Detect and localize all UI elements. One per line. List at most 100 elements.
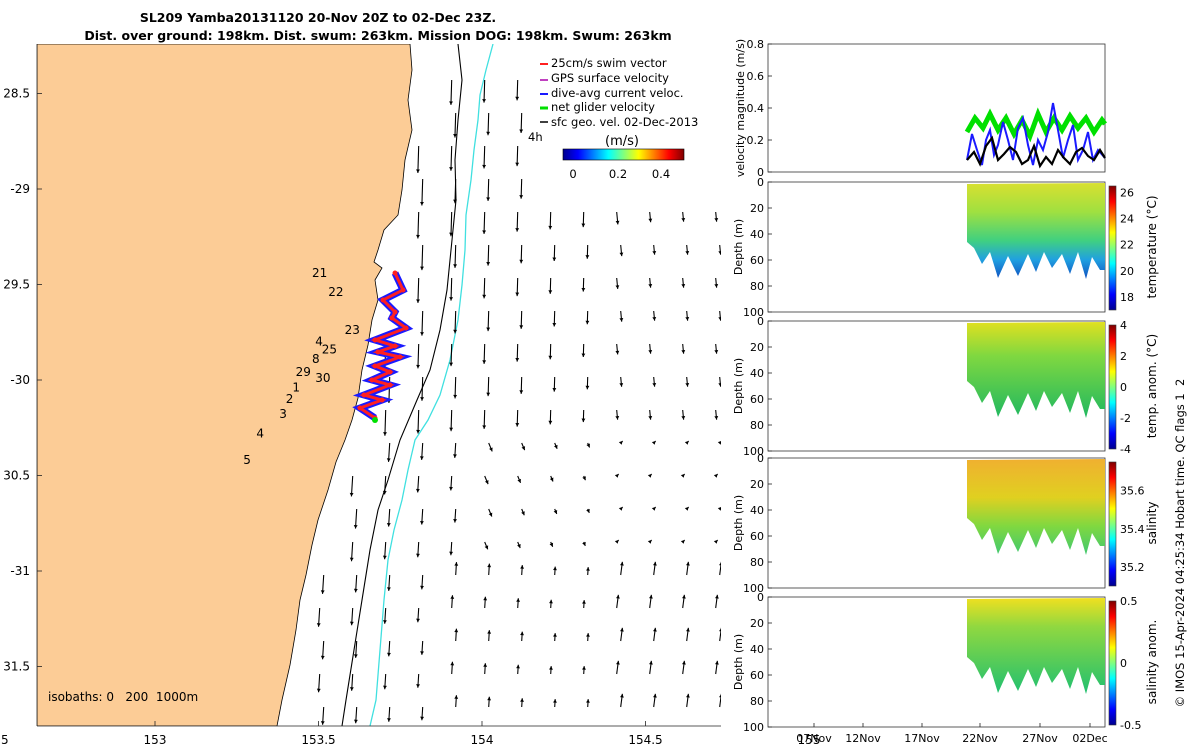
geo-arrow-head bbox=[581, 223, 586, 228]
geo-arrow-head bbox=[649, 660, 653, 665]
section-y-tick-label: 20 bbox=[750, 478, 764, 491]
section-y-tick-label: 100 bbox=[743, 306, 764, 319]
geo-arrow-head bbox=[680, 539, 685, 544]
geo-arrow-head bbox=[416, 429, 421, 434]
geo-arrow-head bbox=[717, 441, 721, 445]
geo-arrow-head bbox=[684, 440, 689, 445]
time-tick-label: 12Nov bbox=[845, 732, 881, 745]
map-y-tick-label: 28.5 bbox=[3, 87, 30, 101]
geo-arrow-head bbox=[484, 545, 489, 550]
track-point bbox=[372, 363, 378, 369]
geo-arrow-head bbox=[648, 349, 653, 354]
geo-arrow-head bbox=[449, 101, 453, 105]
geo-arrow-head bbox=[454, 628, 459, 633]
geo-arrow-head bbox=[620, 627, 624, 632]
geo-arrow-head bbox=[549, 542, 554, 547]
colorbar-label: salinity anom. bbox=[1145, 620, 1159, 705]
legend-entry-current: dive-avg current veloc. bbox=[551, 86, 684, 100]
geo-arrow-head bbox=[581, 353, 586, 358]
geo-arrow-head bbox=[619, 317, 624, 322]
geo-arrow bbox=[454, 310, 457, 334]
geo-arrow-head bbox=[615, 285, 620, 289]
map-x-tick-label: 154.5 bbox=[628, 733, 662, 747]
section-y-tick-label: 80 bbox=[750, 419, 764, 432]
velocity-y-tick-label: 0.2 bbox=[747, 134, 765, 147]
track-point bbox=[389, 315, 395, 321]
geo-arrow-head bbox=[620, 693, 624, 698]
day-label: 30 bbox=[315, 371, 330, 385]
glider-track bbox=[352, 270, 414, 423]
geo-arrow-head bbox=[649, 594, 653, 599]
geo-arrow-head bbox=[581, 418, 586, 423]
day-label: 4 bbox=[256, 426, 264, 440]
geo-arrow bbox=[417, 277, 420, 303]
day-label: 8 bbox=[312, 352, 320, 366]
track-point bbox=[375, 349, 381, 355]
section-field bbox=[967, 598, 1105, 694]
section-field bbox=[967, 183, 1105, 279]
geo-arrow-head bbox=[515, 292, 520, 297]
figure-title-line1: SL209 Yamba20131120 20-Nov 20Z to 02-Dec… bbox=[140, 10, 496, 25]
geo-arrow-head bbox=[420, 201, 424, 206]
map-x-tick-label: 155 bbox=[798, 733, 821, 747]
geo-arrow-head bbox=[320, 590, 325, 594]
time-axis: 07Nov 12Nov 17Nov 22Nov 27Nov 02Dec bbox=[796, 723, 1108, 745]
section-colorbar bbox=[1108, 600, 1117, 726]
geo-arrow bbox=[454, 178, 457, 204]
geo-arrow-head bbox=[548, 420, 553, 425]
track-point bbox=[361, 392, 367, 398]
geo-arrow-head bbox=[553, 509, 558, 514]
geo-arrow-head bbox=[684, 506, 689, 511]
geo-arrow-head bbox=[614, 473, 619, 478]
geo-arrow-head bbox=[647, 539, 652, 544]
section-y-tick-label: 20 bbox=[750, 341, 764, 354]
geo-arrow-head bbox=[353, 588, 358, 593]
geo-arrow-head bbox=[615, 350, 620, 355]
day-label: 4 bbox=[315, 335, 323, 349]
geo-arrow bbox=[487, 112, 490, 136]
geo-arrow-head bbox=[449, 232, 453, 237]
geo-arrow-head bbox=[616, 594, 620, 599]
geo-arrow-head bbox=[387, 587, 391, 591]
time-tick-label: 07Nov bbox=[796, 732, 832, 745]
colorbar-tick-label: 35.4 bbox=[1120, 523, 1145, 536]
geo-arrow-head bbox=[717, 507, 721, 511]
section-y-tick-label: 40 bbox=[750, 228, 764, 241]
geo-arrow-head bbox=[486, 131, 491, 136]
map-x-tick-label: 153 bbox=[144, 733, 167, 747]
geo-arrow-head bbox=[320, 655, 325, 660]
geo-arrow-head bbox=[353, 719, 358, 724]
section-panel: 0 20 40 60 80 100 Depth (m) 35.6 35.4 35.2 salinit… bbox=[732, 452, 1159, 595]
geo-arrow-head bbox=[453, 394, 458, 399]
geo-arrow-head bbox=[416, 684, 420, 688]
geo-arrow-head bbox=[614, 539, 619, 544]
geo-arrow-head bbox=[581, 287, 586, 292]
geo-arrow-head bbox=[548, 225, 553, 230]
geo-arrow-head bbox=[483, 596, 488, 601]
geo-arrow-head bbox=[682, 594, 686, 599]
geo-arrow-head bbox=[685, 382, 690, 387]
track-point bbox=[403, 325, 409, 331]
isobaths-label: isobaths: 0 200 1000m bbox=[48, 690, 198, 704]
section-y-tick-label: 60 bbox=[750, 669, 764, 682]
section-y-tick-label: 0 bbox=[757, 591, 764, 604]
geo-arrow-head bbox=[383, 620, 387, 624]
geo-arrow-head bbox=[681, 283, 686, 288]
geo-arrow-head bbox=[548, 290, 553, 294]
geo-arrow-head bbox=[719, 628, 721, 632]
geo-arrow-head bbox=[685, 316, 690, 321]
geo-arrow-head bbox=[486, 262, 491, 266]
geo-arrow-head bbox=[516, 664, 520, 669]
geo-arrow-head bbox=[586, 508, 590, 513]
geo-arrow-head bbox=[416, 234, 420, 239]
section-y-tick-label: 80 bbox=[750, 280, 764, 293]
colorbar-tick-label: 0 bbox=[1120, 381, 1127, 394]
geo-arrow-head bbox=[515, 96, 520, 101]
geo-arrow-head bbox=[715, 660, 719, 665]
geo-arrow-head bbox=[517, 544, 521, 549]
geo-arrow-head bbox=[615, 415, 620, 420]
geo-arrow-head bbox=[582, 541, 586, 546]
geo-arrow bbox=[421, 244, 424, 271]
section-colorbar bbox=[1108, 461, 1117, 587]
track-point bbox=[397, 354, 403, 360]
